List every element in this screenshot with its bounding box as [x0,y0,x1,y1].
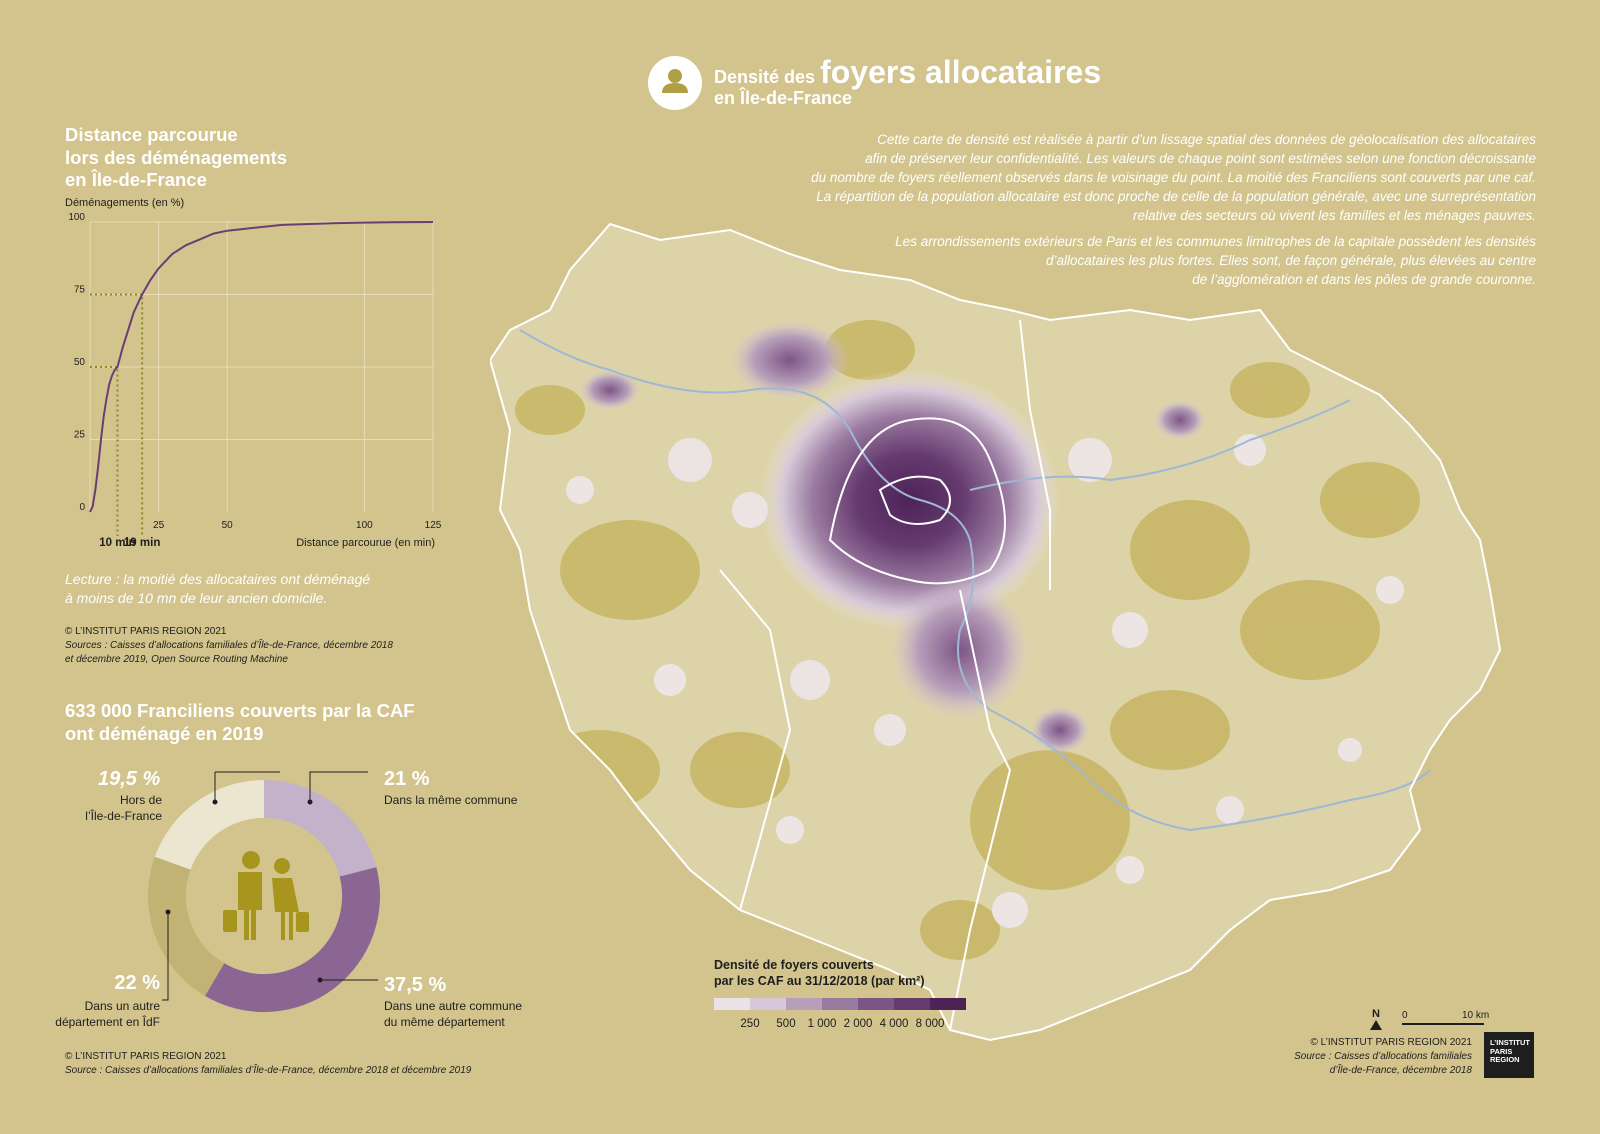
moves-source: Source : Caisses d’allocations familiale… [65,1065,472,1076]
legend-swatch [786,998,822,1010]
donut-center [186,818,342,974]
label-meme-departement: Dans une autre commune du même départeme… [384,999,523,1029]
legend-swatch [714,998,750,1010]
pct-meme-commune: 21 % [384,768,430,790]
density-south [890,580,1030,720]
legend-label: 4 000 [879,1018,909,1030]
y-tick-label: 50 [74,357,86,368]
pct-autre-departement: 22 % [114,972,160,994]
legend-swatch [858,998,894,1010]
marker-guide-1 [90,293,144,536]
institut-paris-region-logo: L’INSTITUT PARIS REGION [1484,1032,1534,1078]
north-arrow-icon [1370,1020,1382,1030]
moves-copyright: © L’INSTITUT PARIS REGION 2021 [65,1051,227,1062]
density-mantes [580,370,640,410]
chart-lecture: Lecture : la moitié des allocataires ont… [65,571,371,606]
density-north-west [730,320,850,400]
x-tick-label: 100 [356,520,373,531]
paris-density-core [760,370,1060,630]
north-label: N [1372,1008,1380,1020]
light-density-dots [566,434,1404,928]
scale-start: 0 [1402,1010,1408,1021]
legend-color-scale [714,998,966,1010]
pct-hors-idf: 19,5 % [98,768,161,790]
distance-chart-title: Distance parcourue lors des déménagement… [65,124,288,190]
legend-swatch [822,998,858,1010]
department-borders [490,222,1502,1042]
legend-label: 2 000 [843,1018,873,1030]
idf-density-map [490,222,1502,1042]
x-tick-label: 25 [153,520,165,531]
moves-title: 633 000 Franciliens couverts par la CAF … [65,700,415,744]
page-title-highlight: foyers allocataires [820,54,1102,90]
intro-paragraph-2: Les arrondissements extérieurs de Paris … [895,234,1536,287]
donut-segment-autre-departement [148,856,225,996]
legend-swatch [750,998,786,1010]
scale-end: 10 km [1462,1010,1490,1021]
intro-paragraph-1: Cette carte de densité est réalisée à pa… [811,132,1536,223]
legend-label: 8 000 [915,1018,945,1030]
map-source: Source : Caisses d’allocations familiale… [1294,1051,1472,1076]
label-hors-idf: Hors de l’Île-de-France [85,793,162,823]
chart-source: Sources : Caisses d’allocations familial… [65,640,393,665]
moves-donut-chart [148,771,380,1012]
donut-segment-hors-idf [154,780,264,870]
donut-segment-meme-commune [264,780,377,877]
y-tick-label: 100 [68,212,85,223]
scale-bar [1402,1023,1484,1025]
distance-curve [89,221,434,513]
chart-xlabel: Distance parcourue (en min) [296,537,435,549]
density-evry [1030,706,1090,754]
y-tick-label: 25 [74,430,86,441]
marker-label: 19 min [124,537,160,549]
y-tick-label: 75 [74,285,86,296]
legend-swatch [894,998,930,1010]
y-tick-label: 0 [79,502,85,513]
legend-label: 250 [740,1018,760,1030]
chart-ylabel: Déménagements (en %) [65,197,185,209]
legend-swatch [930,998,966,1010]
family-with-suitcases-icon [223,851,309,940]
x-tick-label: 50 [222,520,234,531]
label-meme-commune: Dans la même commune [384,793,518,807]
title-person-icon [648,56,702,110]
donut-segment-meme-departement [204,867,380,1012]
marker-guide-0 [90,366,119,536]
chart-copyright: © L’INSTITUT PARIS REGION 2021 [65,626,227,637]
map-copyright: © L’INSTITUT PARIS REGION 2021 [1310,1037,1473,1048]
legend-title: Densité de foyers couverts par les CAF a… [714,958,925,988]
x-tick-label: 125 [425,520,442,531]
page-title: Densité des foyers allocataires [714,54,1102,90]
label-autre-departement: Dans un autre département en ÎdF [55,999,160,1029]
page-subtitle: en Île-de-France [714,88,853,108]
legend-label: 500 [776,1018,796,1030]
seine-river [519,329,1431,832]
legend-label: 1 000 [807,1018,837,1030]
marker-label: 10 min [99,537,135,549]
density-marne [1154,400,1206,440]
pct-meme-departement: 37,5 % [384,974,447,996]
